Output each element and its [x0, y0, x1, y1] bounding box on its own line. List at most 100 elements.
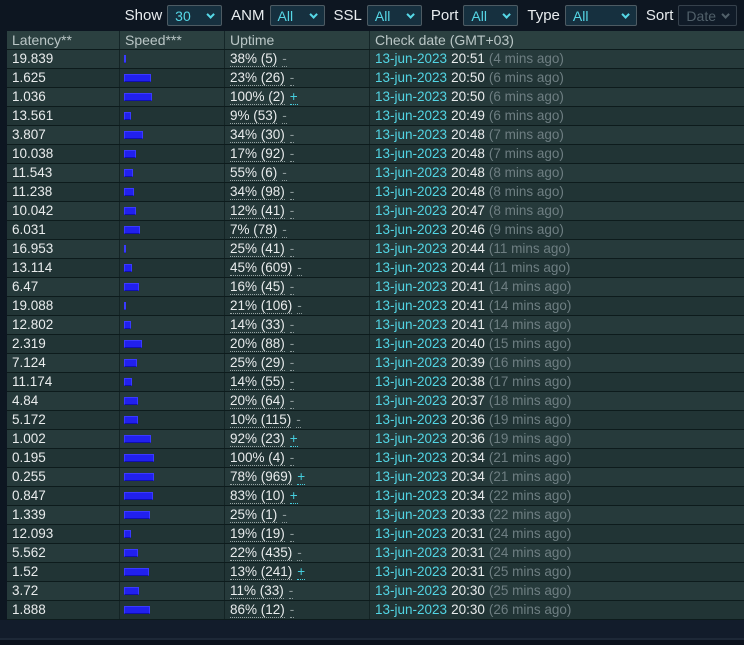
- uptime-link[interactable]: 16% (45): [230, 279, 285, 295]
- uptime-link[interactable]: 17% (92): [230, 146, 285, 162]
- uptime-link[interactable]: 25% (29): [230, 355, 285, 371]
- uptime-trend-link[interactable]: +: [289, 431, 298, 447]
- check-ago: (24 mins ago): [488, 545, 572, 560]
- check-date: 13-jun-2023: [375, 374, 448, 389]
- uptime-cell: 38% (5) -: [225, 50, 370, 68]
- uptime-link[interactable]: 9% (53): [230, 108, 278, 124]
- filter-select-show[interactable]: 30: [167, 5, 223, 26]
- speed-cell: [120, 468, 225, 486]
- filter-select-type[interactable]: All: [564, 5, 637, 26]
- uptime-trend-link[interactable]: -: [289, 70, 295, 86]
- check-ago: (7 mins ago): [488, 127, 564, 142]
- uptime-trend-link[interactable]: -: [289, 241, 295, 257]
- filter-select-anm[interactable]: All: [269, 5, 325, 26]
- uptime-trend-link[interactable]: -: [297, 298, 302, 314]
- uptime-trend-link[interactable]: -: [282, 507, 287, 523]
- uptime-link[interactable]: 14% (55): [230, 374, 285, 390]
- uptime-link[interactable]: 45% (609): [230, 260, 293, 276]
- uptime-trend-link[interactable]: -: [282, 51, 287, 67]
- uptime-link[interactable]: 78% (969): [230, 469, 293, 485]
- uptime-link[interactable]: 83% (10): [230, 488, 285, 504]
- uptime-link[interactable]: 12% (41): [230, 203, 285, 219]
- uptime-trend-link[interactable]: -: [296, 412, 301, 428]
- uptime-link[interactable]: 34% (30): [230, 127, 285, 143]
- filter-select-sort[interactable]: Date: [678, 5, 737, 26]
- uptime-link[interactable]: 7% (78): [230, 222, 278, 238]
- chevron-down-icon: [721, 9, 730, 19]
- uptime-trend-link[interactable]: +: [297, 469, 306, 485]
- latency-value: 19.088: [7, 297, 120, 315]
- uptime-trend-link[interactable]: -: [297, 545, 302, 561]
- check-time: 20:41: [451, 317, 485, 332]
- uptime-trend-link[interactable]: -: [289, 355, 295, 371]
- uptime-trend-link[interactable]: -: [289, 602, 295, 618]
- speed-bar: [124, 378, 132, 386]
- check-date: 13-jun-2023: [375, 298, 448, 313]
- uptime-trend-link[interactable]: -: [282, 108, 287, 124]
- uptime-link[interactable]: 13% (241): [230, 564, 293, 580]
- filter-select-port[interactable]: All: [463, 5, 519, 26]
- uptime-trend-link[interactable]: +: [289, 488, 298, 504]
- uptime-trend-link[interactable]: -: [289, 279, 295, 295]
- uptime-link[interactable]: 19% (19): [230, 526, 285, 542]
- check-date-cell: 13-jun-2023 20:41 (14 mins ago): [370, 316, 744, 334]
- check-date-cell: 13-jun-2023 20:36 (19 mins ago): [370, 411, 744, 429]
- check-date-cell: 13-jun-2023 20:50 (6 mins ago): [370, 88, 744, 106]
- check-date: 13-jun-2023: [375, 203, 448, 218]
- uptime-cell: 55% (6) -: [225, 164, 370, 182]
- uptime-link[interactable]: 34% (98): [230, 184, 285, 200]
- uptime-trend-link[interactable]: +: [289, 89, 298, 105]
- uptime-trend-link[interactable]: -: [289, 393, 295, 409]
- filter-select-ssl[interactable]: All: [366, 5, 422, 26]
- uptime-link[interactable]: 25% (41): [230, 241, 285, 257]
- latency-value: 13.114: [7, 259, 120, 277]
- uptime-link[interactable]: 11% (33): [230, 583, 284, 599]
- check-date-cell: 13-jun-2023 20:46 (9 mins ago): [370, 221, 744, 239]
- check-date: 13-jun-2023: [375, 469, 448, 484]
- latency-value: 19.839: [7, 50, 120, 68]
- check-ago: (9 mins ago): [488, 222, 564, 237]
- uptime-trend-link[interactable]: -: [289, 146, 295, 162]
- table-row: 11.238 34% (98) - 13-jun-2023 20:48 (8 mins…: [7, 183, 744, 202]
- uptime-trend-link[interactable]: -: [297, 260, 302, 276]
- check-date: 13-jun-2023: [375, 507, 448, 522]
- uptime-cell: 25% (41) -: [225, 240, 370, 258]
- uptime-link[interactable]: 21% (106): [230, 298, 293, 314]
- uptime-link[interactable]: 20% (64): [230, 393, 285, 409]
- uptime-link[interactable]: 22% (435): [230, 545, 293, 561]
- uptime-trend-link[interactable]: -: [289, 450, 295, 466]
- uptime-link[interactable]: 10% (115): [230, 412, 292, 428]
- uptime-link[interactable]: 92% (23): [230, 431, 285, 447]
- check-ago: (8 mins ago): [488, 184, 564, 199]
- uptime-link[interactable]: 86% (12): [230, 602, 285, 618]
- check-date: 13-jun-2023: [375, 393, 448, 408]
- uptime-link[interactable]: 55% (6): [230, 165, 278, 181]
- latency-value: 2.319: [7, 335, 120, 353]
- uptime-link[interactable]: 25% (1): [230, 507, 278, 523]
- uptime-trend-link[interactable]: -: [282, 165, 287, 181]
- check-date: 13-jun-2023: [375, 51, 448, 66]
- uptime-trend-link[interactable]: -: [289, 336, 295, 352]
- uptime-trend-link[interactable]: -: [289, 184, 295, 200]
- check-time: 20:34: [451, 469, 485, 484]
- table-row: 19.839 38% (5) - 13-jun-2023 20:51 (4 mins …: [7, 50, 744, 69]
- latency-value: 10.042: [7, 202, 120, 220]
- uptime-trend-link[interactable]: -: [289, 317, 295, 333]
- uptime-trend-link[interactable]: +: [297, 564, 306, 580]
- uptime-trend-link[interactable]: -: [282, 222, 287, 238]
- uptime-trend-link[interactable]: -: [289, 374, 295, 390]
- uptime-trend-link[interactable]: -: [289, 526, 295, 542]
- uptime-link[interactable]: 20% (88): [230, 336, 285, 352]
- uptime-link[interactable]: 14% (33): [230, 317, 285, 333]
- uptime-trend-link[interactable]: -: [289, 127, 295, 143]
- speed-bar: [124, 131, 143, 139]
- uptime-link[interactable]: 100% (2): [230, 89, 285, 105]
- uptime-trend-link[interactable]: -: [289, 203, 295, 219]
- latency-value: 1.339: [7, 506, 120, 524]
- check-date-cell: 13-jun-2023 20:47 (8 mins ago): [370, 202, 744, 220]
- uptime-trend-link[interactable]: -: [288, 583, 294, 599]
- uptime-link[interactable]: 100% (4): [230, 450, 285, 466]
- uptime-link[interactable]: 23% (26): [230, 70, 285, 86]
- table-row: 1.888 86% (12) - 13-jun-2023 20:30 (26 mins…: [7, 601, 744, 620]
- uptime-link[interactable]: 38% (5): [230, 51, 278, 67]
